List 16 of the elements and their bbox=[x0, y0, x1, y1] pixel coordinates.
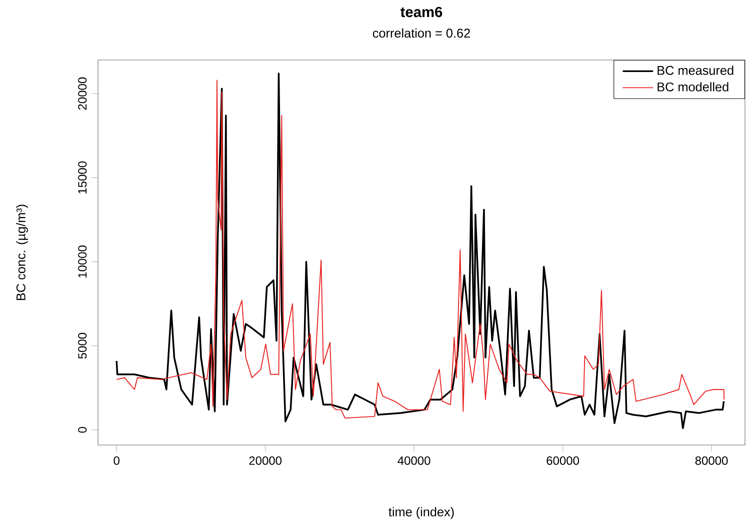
y-tick-label: 5000 bbox=[78, 332, 87, 359]
x-tick-label: 20000 bbox=[249, 456, 282, 465]
legend-label: BC modelled bbox=[658, 82, 728, 92]
legend-label: BC measured bbox=[658, 66, 734, 75]
x-tick-label: 80000 bbox=[695, 456, 728, 465]
y-axis-title: BC conc. (µg/m³) bbox=[16, 204, 28, 300]
x-tick-label: 0 bbox=[114, 456, 120, 465]
x-tick-label: 40000 bbox=[398, 456, 430, 465]
x-tick-label: 60000 bbox=[546, 456, 580, 465]
y-tick-label: 15000 bbox=[78, 161, 87, 194]
y-tick-label: 0 bbox=[78, 426, 87, 433]
chart-subtitle: correlation = 0.62 bbox=[372, 28, 470, 38]
chart-title: team6 bbox=[400, 6, 442, 18]
x-axis-title: time (index) bbox=[388, 507, 454, 519]
y-tick-label: 20000 bbox=[78, 77, 87, 110]
y-tick-label: 10000 bbox=[78, 246, 87, 278]
